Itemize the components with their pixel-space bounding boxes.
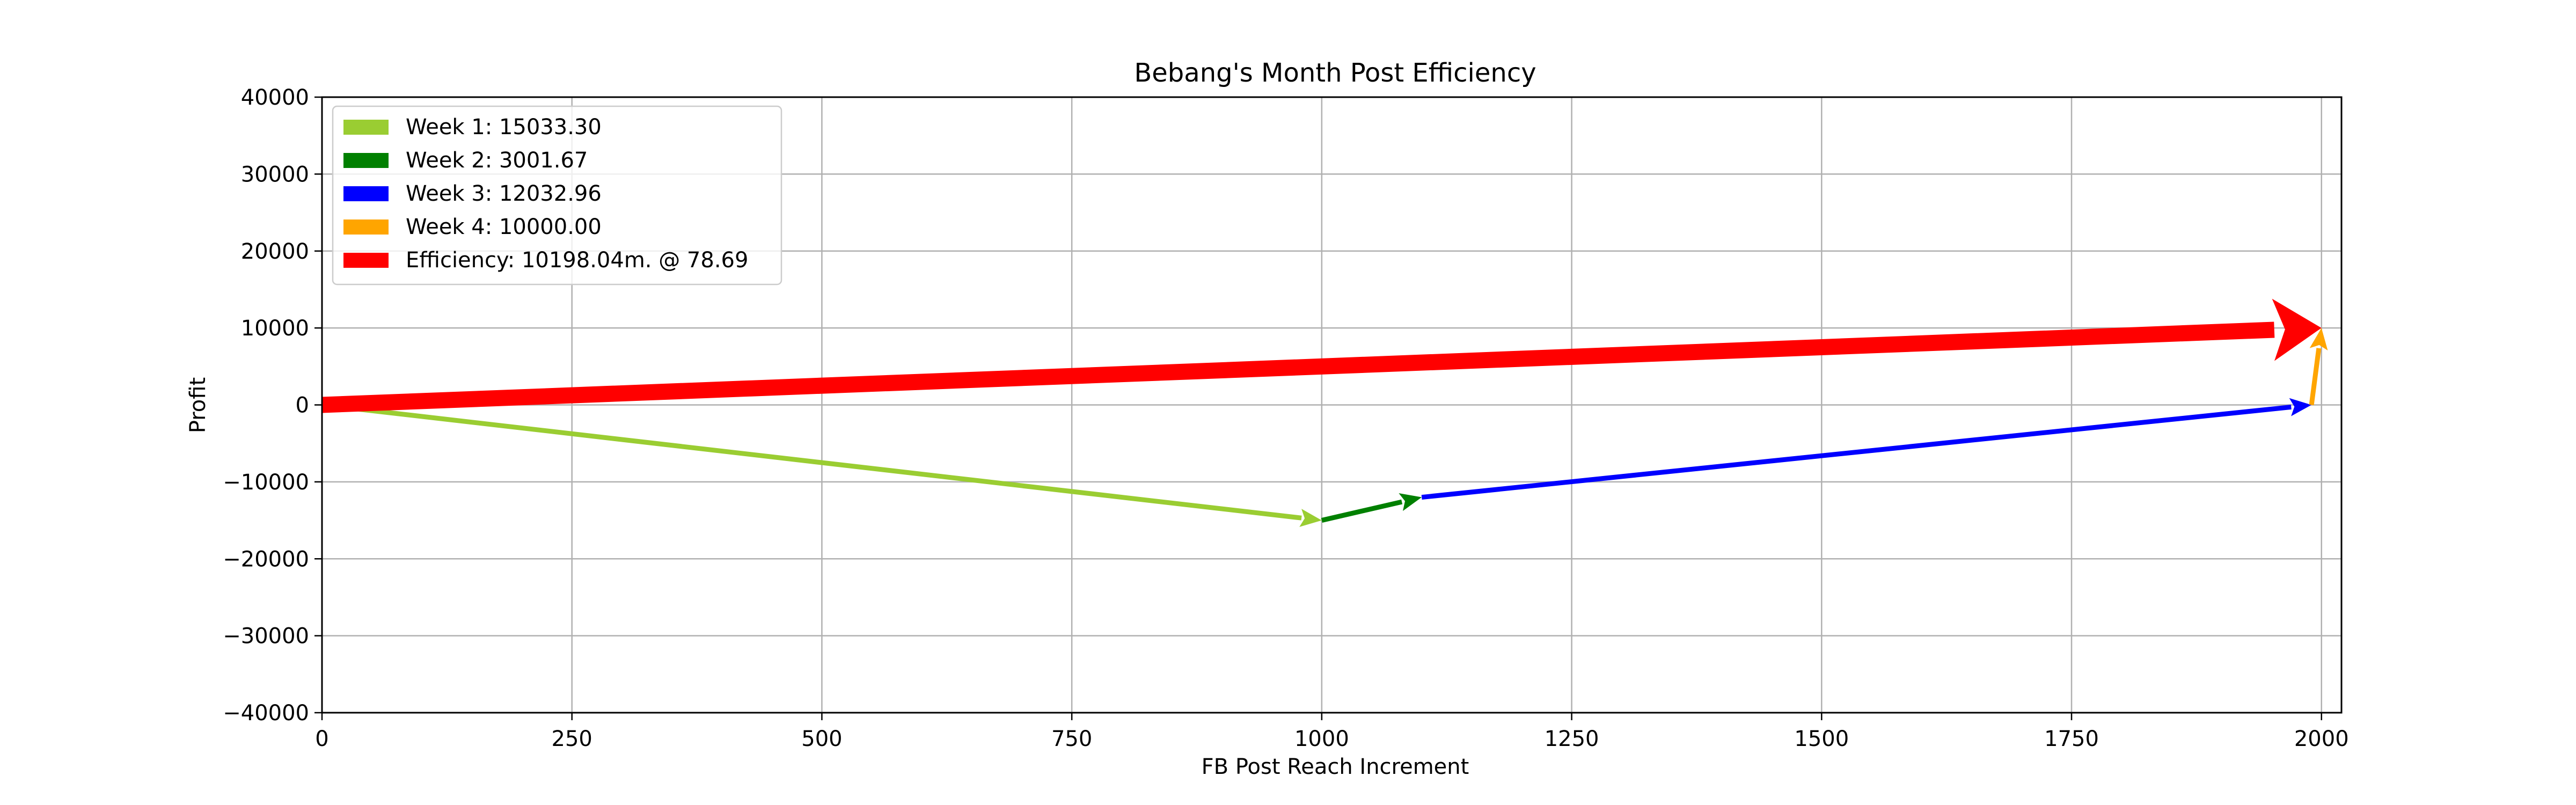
x-tick-label: 750	[1051, 727, 1092, 751]
arrow-shaft	[321, 321, 2275, 413]
legend-swatch	[343, 253, 389, 268]
x-tick-label: 250	[552, 727, 592, 751]
arrow-head	[1399, 493, 1422, 511]
legend-label: Week 4: 10000.00	[406, 215, 602, 239]
legend-item: Week 3: 12032.96	[343, 181, 602, 206]
arrow-head	[2309, 328, 2328, 350]
legend: Week 1: 15033.30 Week 2: 3001.67 Week 3: 1…	[332, 105, 782, 286]
legend-swatch	[343, 120, 389, 135]
y-tick-label: −10000	[223, 470, 309, 495]
x-axis-ticks: 0 250 500 750 1000 1250 1500 1750 2000	[315, 713, 2349, 751]
legend-swatch	[343, 219, 389, 235]
y-tick-label: 0	[296, 393, 309, 418]
arrow-shaft	[2309, 348, 2322, 406]
arrow-week-2	[1321, 493, 1422, 523]
x-tick-label: 1250	[1545, 727, 1599, 751]
y-tick-label: 20000	[241, 239, 309, 264]
arrow-shaft	[1421, 404, 2292, 500]
arrow-head	[2289, 398, 2312, 416]
x-tick-label: 500	[801, 727, 842, 751]
y-tick-label: −20000	[223, 547, 309, 572]
legend-label: Week 3: 12032.96	[406, 181, 602, 206]
y-axis-ticks: 40000 30000 20000 10000 0 −10000 −20000 −30000 −…	[223, 85, 322, 726]
x-axis-label: FB Post Reach Increment	[1202, 755, 1469, 779]
legend-item: Week 2: 3001.67	[343, 148, 588, 173]
arrow-efficiency	[321, 298, 2322, 413]
y-tick-label: 30000	[241, 162, 309, 187]
legend-item: Efficiency: 10198.04m. @ 78.69	[343, 248, 748, 273]
y-tick-label: 40000	[241, 85, 309, 110]
x-tick-label: 1750	[2044, 727, 2099, 751]
x-tick-label: 1500	[1794, 727, 1849, 751]
y-axis-label: Profit	[186, 377, 210, 433]
chart-title: Bebang's Month Post Efficiency	[1134, 58, 1536, 88]
legend-item: Week 4: 10000.00	[343, 215, 602, 239]
y-tick-label: −30000	[223, 624, 309, 649]
x-tick-label: 2000	[2294, 727, 2349, 751]
arrow-shaft	[321, 402, 1302, 521]
legend-swatch	[343, 186, 389, 201]
arrow-shaft	[1321, 499, 1403, 523]
legend-box	[332, 105, 782, 286]
x-tick-label: 0	[315, 727, 328, 751]
arrow-week-1	[321, 402, 1322, 527]
legend-label: Week 2: 3001.67	[406, 148, 588, 173]
legend-label: Efficiency: 10198.04m. @ 78.69	[406, 248, 748, 273]
x-tick-label: 1000	[1294, 727, 1349, 751]
legend-label: Week 1: 15033.30	[406, 115, 602, 140]
arrow-head	[1299, 509, 1322, 527]
y-tick-label: 10000	[241, 316, 309, 341]
arrows	[321, 298, 2328, 527]
arrow-week-4	[2309, 328, 2328, 406]
arrow-week-3	[1421, 398, 2312, 500]
arrow-head	[2272, 298, 2322, 361]
legend-item: Week 1: 15033.30	[343, 115, 602, 140]
legend-swatch	[343, 153, 389, 168]
y-tick-label: −40000	[223, 701, 309, 726]
